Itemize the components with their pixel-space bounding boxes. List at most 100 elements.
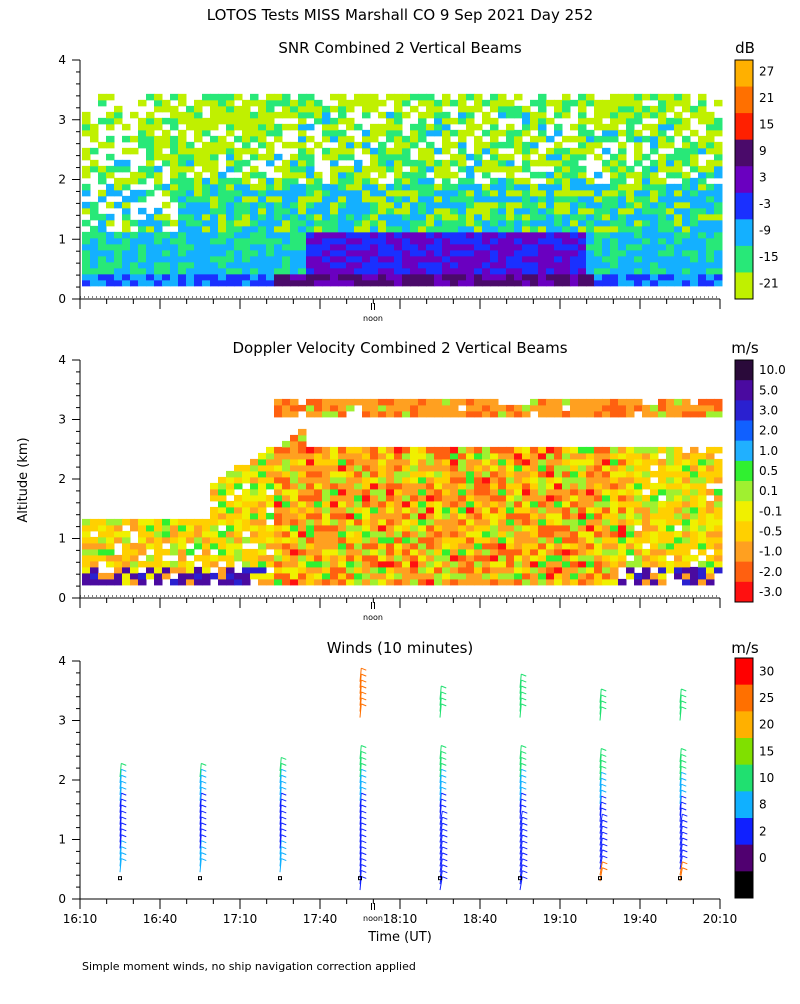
doppler-cell xyxy=(402,548,411,556)
doppler-cell xyxy=(546,476,555,484)
doppler-cell xyxy=(714,500,723,508)
doppler-cell xyxy=(274,506,283,514)
snr-cell xyxy=(402,207,411,215)
snr-cell xyxy=(82,255,91,263)
snr-cell xyxy=(386,243,395,251)
doppler-cell xyxy=(370,518,379,526)
doppler-cell xyxy=(338,560,347,568)
doppler-cell xyxy=(650,542,659,550)
snr-cell xyxy=(522,237,531,245)
snr-cell xyxy=(338,177,347,185)
wind-barb xyxy=(279,846,282,861)
doppler-cell xyxy=(234,476,243,484)
doppler-cell xyxy=(354,500,363,508)
doppler-cell xyxy=(138,518,147,526)
snr-cell xyxy=(658,135,667,143)
snr-cell xyxy=(362,147,371,155)
wind-barb xyxy=(199,852,202,867)
snr-cell xyxy=(282,231,291,239)
wind-barb xyxy=(119,787,122,801)
doppler-cell xyxy=(298,536,307,544)
doppler-cell xyxy=(434,560,443,568)
snr-cell xyxy=(522,189,531,197)
doppler-cell xyxy=(306,404,315,412)
snr-cell xyxy=(114,189,123,197)
doppler-cell xyxy=(370,560,379,568)
snr-cell xyxy=(690,111,699,119)
wind-barb xyxy=(279,775,282,789)
snr-cell xyxy=(330,177,339,185)
doppler-cell xyxy=(482,512,491,520)
wind-barb xyxy=(519,852,523,867)
doppler-cell xyxy=(666,542,675,550)
snr-cell xyxy=(578,201,587,209)
doppler-cell xyxy=(282,452,291,460)
snr-cell xyxy=(226,225,235,233)
snr-cell xyxy=(698,201,707,209)
doppler-cell xyxy=(714,554,723,562)
snr-cell xyxy=(218,141,227,149)
snr-cell xyxy=(122,219,131,227)
doppler-cell xyxy=(610,548,619,556)
doppler-cell xyxy=(538,482,547,490)
doppler-cell xyxy=(522,452,531,460)
doppler-cell xyxy=(482,524,491,532)
snr-cell xyxy=(610,177,619,185)
doppler-cell xyxy=(714,512,723,520)
snr-cell xyxy=(482,141,491,149)
snr-cell xyxy=(410,189,419,197)
doppler-cell xyxy=(706,500,715,508)
doppler-cell xyxy=(202,524,211,532)
doppler-cell xyxy=(386,542,395,550)
doppler-cell xyxy=(130,578,139,586)
doppler-cell xyxy=(450,566,459,574)
snr-cell xyxy=(234,117,243,125)
doppler-cell xyxy=(570,494,579,502)
wind-barb-flag xyxy=(361,697,367,701)
wind-barb-flag xyxy=(361,786,367,790)
doppler-cell xyxy=(362,560,371,568)
doppler-cell xyxy=(258,548,267,556)
snr-cell xyxy=(490,273,499,281)
doppler-cell xyxy=(250,536,259,544)
snr-cell xyxy=(618,117,627,125)
doppler-cell xyxy=(594,476,603,484)
doppler-cell xyxy=(298,458,307,466)
snr-cell xyxy=(570,189,579,197)
snr-cell xyxy=(634,261,643,269)
doppler-cell xyxy=(562,470,571,478)
snr-cell xyxy=(354,201,363,209)
doppler-cell xyxy=(402,410,411,418)
snr-cell xyxy=(186,207,195,215)
doppler-cell xyxy=(594,554,603,562)
snr-cell xyxy=(658,189,667,197)
doppler-cell xyxy=(442,542,451,550)
snr-cell xyxy=(610,135,619,143)
snr-cell xyxy=(194,159,203,167)
doppler-cell xyxy=(258,524,267,532)
colorbar-label: -1.0 xyxy=(759,545,782,559)
doppler-cell xyxy=(482,464,491,472)
snr-cell xyxy=(130,255,139,263)
snr-cell xyxy=(474,261,483,269)
doppler-cell xyxy=(602,530,611,538)
snr-cell xyxy=(458,159,467,167)
doppler-cell xyxy=(298,512,307,520)
snr-cell xyxy=(514,147,523,155)
colorbar-swatch xyxy=(735,541,753,563)
snr-cell xyxy=(690,279,699,287)
doppler-cell xyxy=(634,464,643,472)
snr-cell xyxy=(82,219,91,227)
doppler-cell xyxy=(642,446,651,454)
doppler-cell xyxy=(538,404,547,412)
doppler-cell xyxy=(426,494,435,502)
snr-cell xyxy=(474,249,483,257)
snr-cell xyxy=(306,237,315,245)
snr-cell xyxy=(522,195,531,203)
doppler-cell xyxy=(658,530,667,538)
wind-barb xyxy=(279,757,282,772)
wind-barb xyxy=(599,825,603,840)
doppler-cell xyxy=(410,566,419,574)
doppler-cell xyxy=(650,512,659,520)
snr-cell xyxy=(346,123,355,131)
